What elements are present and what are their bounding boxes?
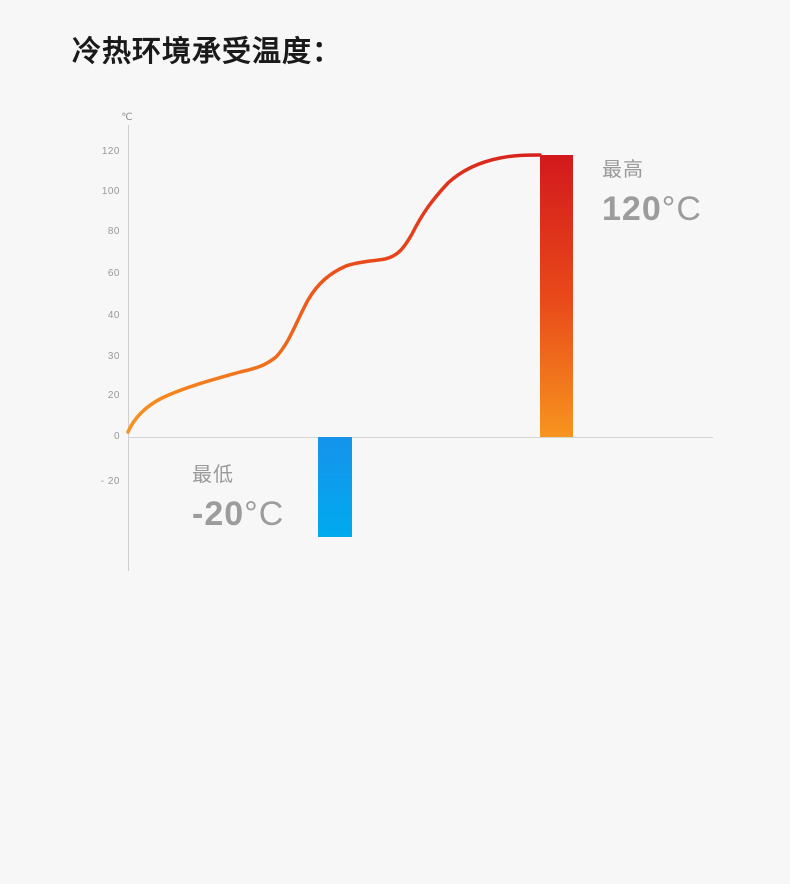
min-temp-bar bbox=[318, 437, 352, 537]
temperature-curve bbox=[126, 153, 542, 434]
y-axis-tick-label: 0 bbox=[113, 431, 120, 442]
min-temp-annotation: 最低 -20°C bbox=[192, 458, 284, 534]
max-temp-unit: °C bbox=[661, 190, 702, 228]
y-axis-tick-label: 80 bbox=[107, 226, 120, 237]
temperature-chart: ℃ 120 100 80 60 40 30 20 0- 20 最高 120°C 最低 -20°… bbox=[0, 0, 713, 571]
min-temp-number: -20 bbox=[192, 495, 245, 533]
min-temp-label: 最低 bbox=[192, 464, 234, 486]
max-temp-value: 120°C bbox=[602, 190, 702, 229]
min-temp-unit: °C bbox=[244, 495, 285, 533]
y-axis-tick-label: 40 bbox=[107, 310, 120, 321]
max-temp-bar bbox=[540, 155, 573, 437]
y-axis-ticks: 120 100 80 60 40 30 20 0 - 20 bbox=[0, 0, 120, 520]
y-axis-tick-label: 20 bbox=[107, 390, 120, 401]
y-axis-tick-label: 120 bbox=[101, 146, 120, 157]
y-axis-tick-label: 60 bbox=[107, 268, 120, 279]
y-axis-tick-label: - 20 bbox=[100, 476, 120, 487]
max-temp-annotation: 最高 120°C bbox=[602, 153, 702, 229]
page-title: 冷热环境承受温度： bbox=[72, 36, 343, 68]
y-axis-tick-label: 30 bbox=[107, 351, 120, 362]
y-axis-tick-label: 100 bbox=[101, 186, 120, 197]
y-axis-unit-label: ℃ bbox=[121, 112, 133, 123]
chart-canvas bbox=[126, 125, 713, 571]
min-temp-value: -20°C bbox=[192, 495, 284, 534]
max-temp-number: 120 bbox=[602, 190, 662, 228]
max-temp-label: 最高 bbox=[602, 159, 644, 181]
